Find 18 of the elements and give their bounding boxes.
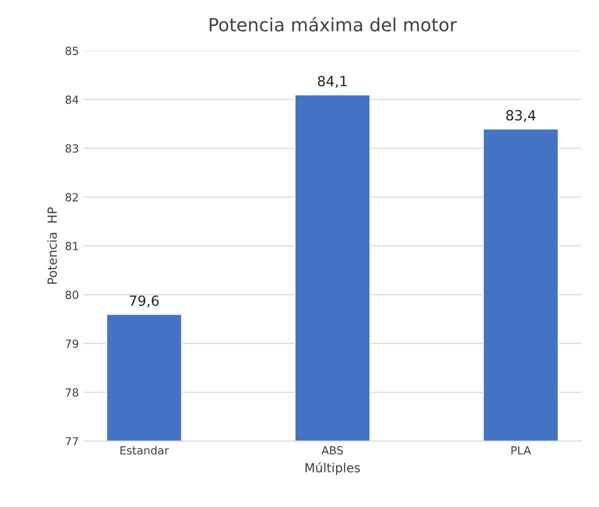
y-tick-label: 78 bbox=[66, 388, 78, 397]
x-tick-label: Estandar bbox=[120, 446, 169, 455]
y-tick-label: 81 bbox=[66, 242, 78, 250]
y-tick-label: 85 bbox=[66, 46, 78, 56]
data-label: 79,6 bbox=[130, 295, 159, 308]
x-tick-label: ABS bbox=[321, 446, 343, 455]
y-tick-label: 84 bbox=[66, 95, 78, 104]
y-tick-label: 83 bbox=[66, 144, 78, 153]
chart-title: Potencia máxima del motor bbox=[210, 16, 457, 32]
y-axis-title: Potencia HP bbox=[47, 207, 57, 284]
y-tick-label: 79 bbox=[66, 339, 78, 348]
y-tick-label: 77 bbox=[66, 437, 78, 446]
y-tick-label: 80 bbox=[66, 290, 78, 300]
y-tick-label: 82 bbox=[66, 193, 78, 202]
data-label: 84,1 bbox=[318, 76, 347, 88]
x-tick-label: PLA bbox=[511, 446, 532, 454]
x-axis-title: Múltiples bbox=[306, 462, 360, 475]
data-label: 83,4 bbox=[506, 110, 536, 122]
